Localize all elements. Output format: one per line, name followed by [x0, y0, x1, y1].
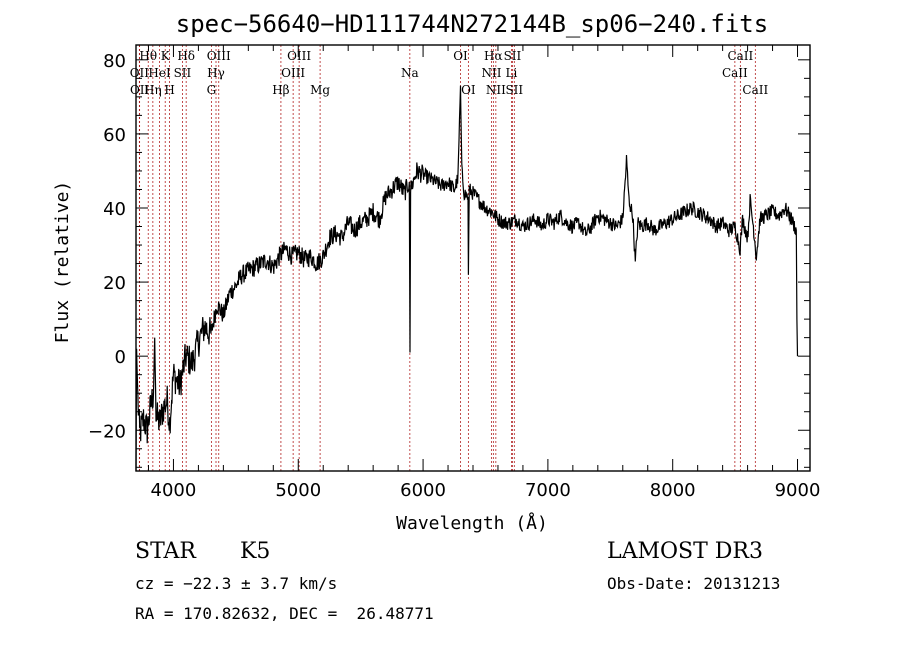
- spectral-line-label: G: [207, 83, 217, 97]
- spectral-line-label: SII: [174, 66, 192, 80]
- spectral-line-label: Hα: [484, 49, 503, 63]
- spectral-line-label: Hη: [144, 83, 162, 97]
- spectral-line-label: Hθ: [139, 49, 157, 63]
- spectral-line-label: OIII: [207, 49, 231, 63]
- y-tick-label: 80: [103, 51, 126, 72]
- y-tick-label: 60: [103, 125, 126, 146]
- y-axis-label: Flux (relative): [52, 181, 73, 344]
- spectral-line-label: CaII: [722, 66, 748, 80]
- x-tick-label: 5000: [275, 480, 321, 501]
- spectral-line-label: NII: [486, 83, 506, 97]
- spectrum-line: [135, 85, 799, 472]
- y-tick-label: 20: [103, 273, 126, 294]
- spectral-line-label: SII: [504, 49, 522, 63]
- x-tick-label: 4000: [151, 480, 197, 501]
- chart-title: spec−56640−HD111744N272144B_sp06−240.fit…: [176, 10, 768, 38]
- y-tick-label: −20: [88, 421, 126, 442]
- spectral-line-label: OIII: [281, 66, 305, 80]
- spectral-line-label: SII: [505, 83, 523, 97]
- spectral-line-label: Hγ: [207, 66, 225, 80]
- spectral-line-label: Na: [401, 66, 419, 80]
- spectral-line-label: K: [161, 49, 171, 63]
- spectral-line-label: HeI: [148, 66, 171, 80]
- ra-dec-coordinates: RA = 170.82632, DEC = 26.48771: [135, 604, 434, 623]
- spectral-line-label: Hβ: [272, 83, 289, 97]
- spectral-line-label: Hδ: [177, 49, 195, 63]
- object-subclass: K5: [240, 539, 271, 564]
- x-tick-label: 6000: [400, 480, 446, 501]
- observation-date: Obs-Date: 20131213: [607, 574, 781, 593]
- spectral-line-label: Li: [506, 66, 518, 80]
- spectral-line-label: OIII: [287, 49, 311, 63]
- spectral-line-label: OII: [130, 66, 150, 80]
- axis-ticks: 4000 5000 6000 7000 8000 9000 −20 0 20 40 60 80: [88, 45, 820, 501]
- spectral-line-label: H: [164, 83, 174, 97]
- y-tick-label: 40: [103, 199, 126, 220]
- plot-frame: [135, 44, 811, 472]
- y-tick-label: 0: [115, 347, 126, 368]
- spectral-line-labels: HθOIIOIIHηHeIKHSIIHδGOIIIHγHβOIIIOIIIMgN…: [130, 49, 769, 97]
- x-tick-label: 9000: [775, 480, 821, 501]
- object-class: STAR: [135, 539, 196, 564]
- spectral-line-markers: [138, 45, 756, 471]
- spectral-line-label: OI: [453, 49, 468, 63]
- spectral-line-label: OII: [130, 83, 150, 97]
- spectral-line-label: OI: [461, 83, 476, 97]
- x-tick-label: 8000: [650, 480, 696, 501]
- spectral-line-label: NII: [481, 66, 501, 80]
- x-tick-label: 7000: [525, 480, 571, 501]
- spectral-line-label: Mg: [310, 83, 330, 97]
- survey-name: LAMOST DR3: [607, 539, 763, 564]
- spectral-line-label: CaII: [727, 49, 753, 63]
- spectral-line-label: CaII: [742, 83, 768, 97]
- x-axis-label: Wavelength (Å): [396, 512, 548, 534]
- redshift-velocity: cz = −22.3 ± 3.7 km/s: [135, 574, 338, 593]
